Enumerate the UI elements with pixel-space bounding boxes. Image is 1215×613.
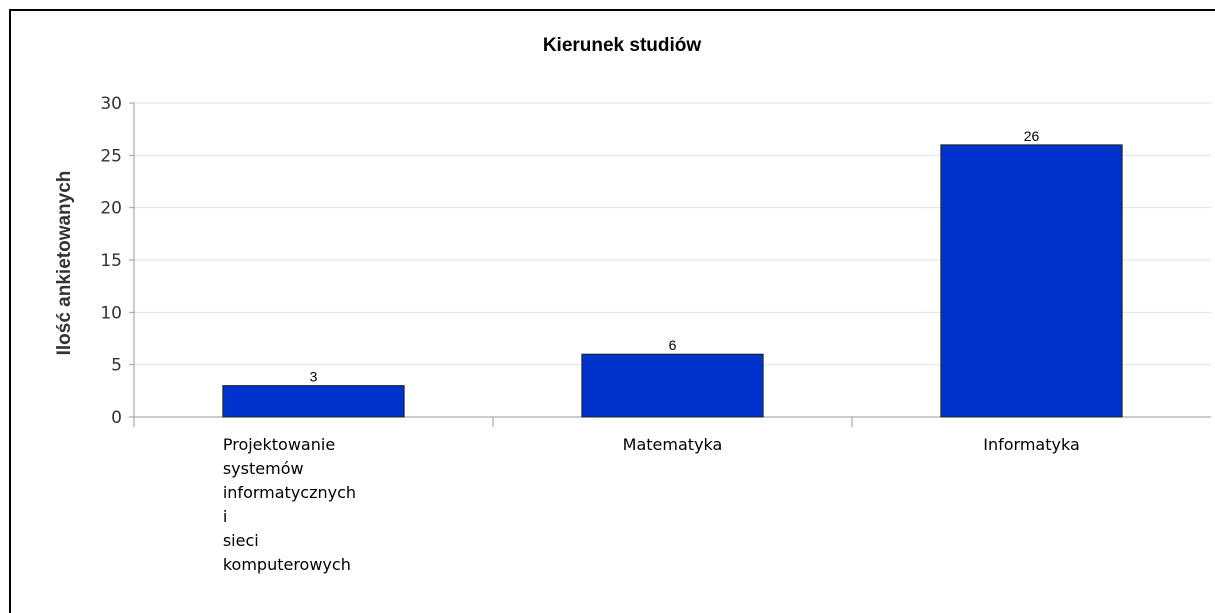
bars: 3 6 26 [222,128,1123,418]
data-label: 26 [1024,128,1040,144]
x-tick-label: i [223,507,227,526]
y-tick-label: 30 [100,94,122,114]
x-tick-labels: Projektowanie systemów informatycznych i sie… [223,435,1080,574]
y-tick-label: 5 [111,356,122,376]
x-tick-label: Projektowanie [223,435,335,454]
y-tick-label: 15 [100,251,122,271]
y-tick-label: 20 [100,199,122,219]
y-tick-label: 25 [100,146,122,166]
x-tick-label: sieci [223,531,259,550]
y-axis-label: Ilość ankietowanych [54,171,75,356]
x-tick-label: komputerowych [223,555,351,574]
bar [940,144,1123,418]
data-label: 3 [310,369,318,385]
chart-title: Kierunek studiów [543,35,702,56]
x-tick-label: informatycznych [223,483,356,502]
y-tick-label: 10 [100,303,122,323]
data-label: 6 [669,337,677,353]
x-tick-label: Informatyka [983,435,1080,454]
x-tick-label: Matematyka [623,435,723,454]
chart-frame [9,9,1215,613]
x-tick-label: systemów [223,459,304,478]
bar [222,385,405,418]
y-ticks: 0 5 10 15 20 25 30 [100,94,122,428]
bar [581,353,764,418]
y-tick-label: 0 [111,408,122,428]
